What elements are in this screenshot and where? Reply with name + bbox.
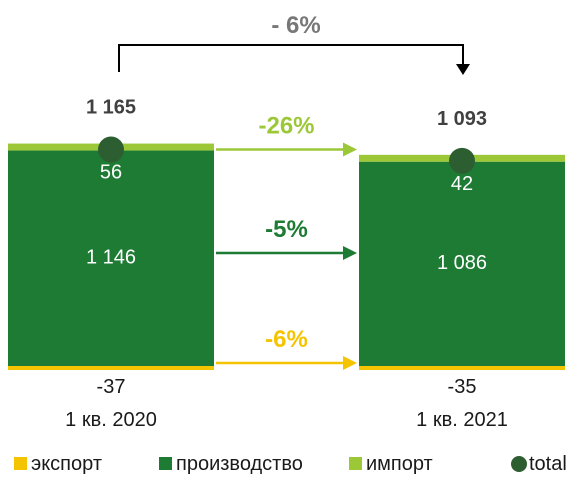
bar-export-2020	[8, 366, 214, 370]
export-change-label: -6%	[265, 326, 308, 353]
export-change-arrow	[216, 356, 357, 370]
production-change-arrow	[216, 246, 357, 260]
import-value-label-2020: 56	[100, 162, 122, 184]
legend-label-total: total	[529, 453, 567, 475]
total-change-bracket	[118, 44, 464, 72]
bar-group-2020	[8, 143, 214, 370]
total-change-label: - 6%	[271, 12, 320, 39]
total-marker-2021	[449, 147, 475, 174]
legend-marker-total	[511, 456, 527, 472]
total-change-arrowhead	[456, 64, 470, 75]
production-value-label-2021: 1 086	[437, 252, 487, 274]
category-label-2021: 1 кв. 2021	[416, 409, 508, 431]
import-value-label-2021: 42	[451, 173, 473, 195]
total-label-2020: 1 165	[86, 97, 136, 119]
legend-label-export: экспорт	[31, 453, 102, 475]
legend: экспорт производство импорт total	[14, 453, 567, 475]
legend-marker-export	[14, 457, 27, 470]
total-label-2021: 1 093	[437, 108, 487, 130]
bar-group-2021	[359, 154, 565, 370]
legend-marker-import	[349, 457, 362, 470]
legend-marker-production	[159, 457, 172, 470]
production-value-label-2020: 1 146	[86, 246, 136, 268]
total-marker-2020	[98, 136, 124, 163]
legend-label-production: производство	[176, 453, 303, 475]
bar-export-2021	[359, 366, 565, 370]
category-label-2020: 1 кв. 2020	[65, 409, 157, 431]
import-change-arrow	[216, 142, 357, 157]
bar-production-2021	[359, 161, 565, 366]
bar-production-2020	[8, 150, 214, 366]
legend-label-import: импорт	[366, 453, 433, 475]
export-value-label-2020: -37	[97, 376, 126, 398]
production-change-label: -5%	[265, 216, 308, 243]
import-change-label: -26%	[258, 113, 314, 140]
export-value-label-2021: -35	[448, 376, 477, 398]
